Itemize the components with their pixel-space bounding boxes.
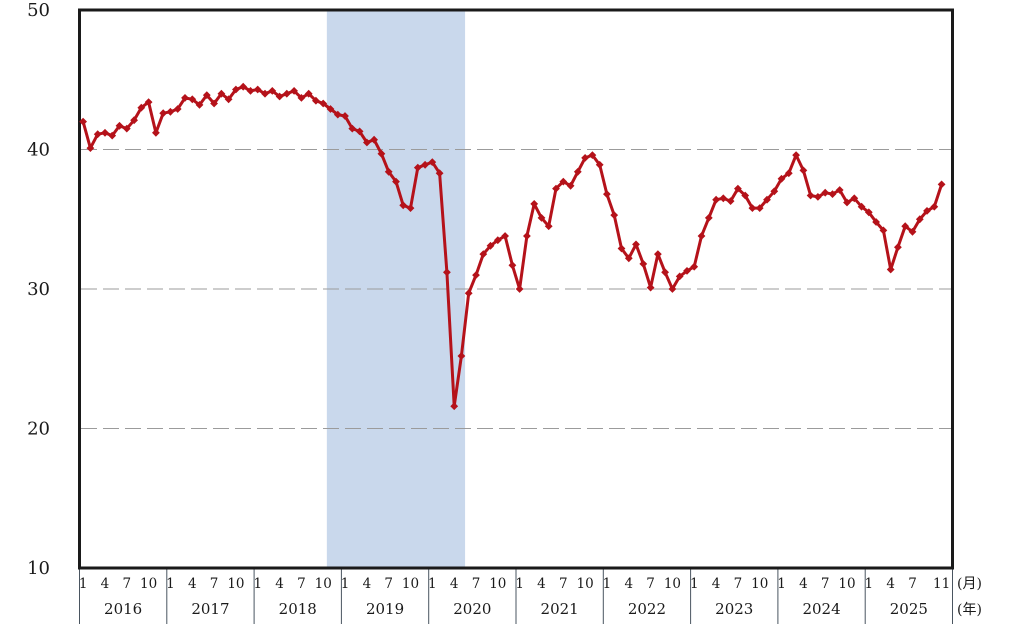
x-month-label: 4 xyxy=(799,576,808,592)
x-month-label: 7 xyxy=(908,576,917,592)
x-month-label: 10 xyxy=(227,576,244,592)
x-month-label: 1 xyxy=(777,576,786,592)
x-month-label: 4 xyxy=(886,576,895,592)
x-year-label-2016: 2016 xyxy=(104,600,142,618)
x-month-label: 4 xyxy=(712,576,721,592)
x-year-label-2017: 2017 xyxy=(191,600,229,618)
x-year-label-2020: 2020 xyxy=(453,600,491,618)
x-month-label: 11 xyxy=(933,576,950,592)
x-month-label: 4 xyxy=(624,576,633,592)
x-year-label-2025: 2025 xyxy=(890,600,928,618)
x-month-label: 10 xyxy=(577,576,594,592)
x-month-label: 4 xyxy=(363,576,372,592)
x-month-label: 10 xyxy=(489,576,506,592)
x-month-label: 7 xyxy=(384,576,393,592)
x-year-label-2022: 2022 xyxy=(628,600,666,618)
x-year-label-2018: 2018 xyxy=(279,600,317,618)
data-point-markers xyxy=(79,82,946,411)
x-month-label: 10 xyxy=(140,576,157,592)
x-month-label: 10 xyxy=(664,576,681,592)
x-month-label: 7 xyxy=(734,576,743,592)
x-month-label: 1 xyxy=(865,576,874,592)
x-month-label: 7 xyxy=(210,576,219,592)
x-month-label: 1 xyxy=(166,576,175,592)
year-unit-label: (年) xyxy=(957,602,982,618)
series-line xyxy=(81,85,944,408)
x-month-label: 7 xyxy=(646,576,655,592)
x-month-label: 1 xyxy=(690,576,699,592)
month-unit-label: (月) xyxy=(957,576,982,592)
x-month-label: 7 xyxy=(472,576,481,592)
x-month-label: 7 xyxy=(559,576,568,592)
x-month-label: 10 xyxy=(315,576,332,592)
x-year-label-2023: 2023 xyxy=(715,600,753,618)
y-tick-label-10: 10 xyxy=(27,558,50,579)
x-month-label: 7 xyxy=(297,576,306,592)
plot-frame xyxy=(78,8,954,570)
x-month-label: 7 xyxy=(122,576,131,592)
x-month-label: 1 xyxy=(428,576,437,592)
x-year-label-2021: 2021 xyxy=(541,600,579,618)
x-month-label: 1 xyxy=(341,576,350,592)
y-tick-label-40: 40 xyxy=(27,140,50,161)
x-year-label-2024: 2024 xyxy=(802,600,840,618)
y-tick-label-50: 50 xyxy=(27,0,50,21)
x-month-label: 4 xyxy=(450,576,459,592)
x-month-label: 1 xyxy=(79,576,88,592)
y-tick-label-30: 30 xyxy=(27,279,50,300)
x-month-label: 7 xyxy=(821,576,830,592)
x-month-label: 1 xyxy=(515,576,524,592)
x-month-label: 10 xyxy=(751,576,768,592)
x-month-label: 10 xyxy=(838,576,855,592)
x-month-label: 4 xyxy=(275,576,284,592)
x-month-label: 4 xyxy=(537,576,546,592)
x-month-label: 4 xyxy=(101,576,110,592)
x-month-label: 4 xyxy=(188,576,197,592)
x-month-label: 1 xyxy=(253,576,262,592)
x-month-label: 10 xyxy=(402,576,419,592)
y-tick-label-20: 20 xyxy=(27,419,50,440)
x-year-label-2019: 2019 xyxy=(366,600,404,618)
x-month-label: 1 xyxy=(603,576,612,592)
